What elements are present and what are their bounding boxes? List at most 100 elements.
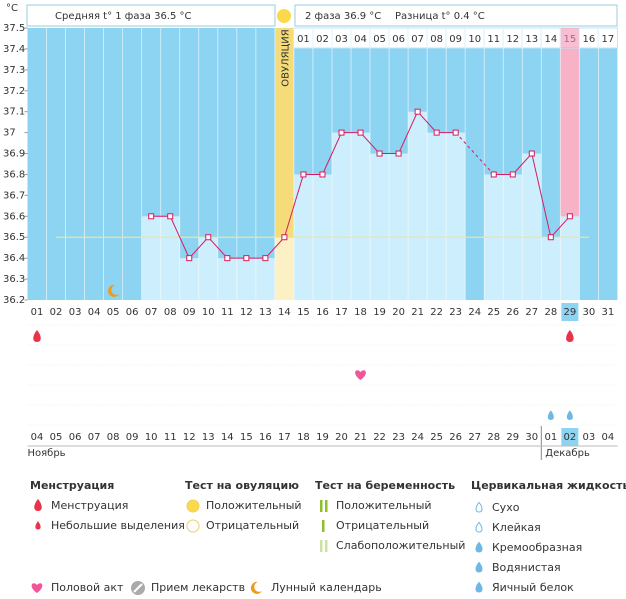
legend-title: Тест на овуляцию (185, 479, 299, 492)
summary-text: Разница t° 0.4 °С (395, 11, 485, 22)
x-tick-label: 15 (297, 307, 310, 318)
date-label: 17 (278, 432, 291, 443)
y-tick-label: 36.6 (3, 211, 25, 222)
legend-title: Менструация (30, 479, 114, 492)
post-ovulation-day: 05 (373, 34, 386, 45)
legend-item: Клейкая (492, 521, 541, 534)
day-cell-hl (560, 28, 580, 48)
legend-icon (250, 581, 262, 594)
y-tick-label: 36.3 (3, 274, 25, 285)
date-label: 02 (563, 432, 576, 443)
point (547, 234, 554, 241)
legend-icon (475, 561, 483, 573)
x-tick-label: 23 (449, 307, 462, 318)
date-label: 04 (31, 432, 44, 443)
y-tick-label: 37.1 (3, 107, 25, 118)
date-label: 06 (69, 432, 82, 443)
bar (522, 153, 542, 300)
legend-icon (325, 540, 328, 552)
point (376, 150, 383, 157)
legend-item: Половой акт (51, 581, 124, 594)
legend-icon (322, 520, 325, 532)
bar (236, 258, 256, 300)
x-tick-label: 28 (544, 307, 557, 318)
point (566, 213, 573, 220)
bar (541, 237, 561, 300)
date-label: 30 (525, 432, 538, 443)
day-hl (561, 303, 579, 321)
x-tick-label: 26 (506, 307, 519, 318)
legend-item: Отрицательный (206, 519, 299, 532)
point (167, 213, 174, 220)
legend-item: Кремообразная (492, 541, 582, 554)
point (509, 171, 516, 178)
y-tick-label: 36.8 (3, 169, 25, 180)
x-tick-label: 10 (202, 307, 215, 318)
point (433, 129, 440, 136)
point (357, 129, 364, 136)
x-tick-label: 16 (316, 307, 329, 318)
legend-icon (475, 581, 483, 593)
post-ovulation-day: 01 (297, 34, 310, 45)
post-ovulation-day: 12 (506, 34, 519, 45)
y-tick-label: 36.9 (3, 149, 25, 160)
post-ovulation-day: 07 (411, 34, 424, 45)
point (395, 150, 402, 157)
ovulation-icon (277, 9, 291, 23)
cervical-icon (547, 410, 554, 420)
post-ovulation-day: 11 (487, 34, 500, 45)
y-tick-label: 36.5 (3, 232, 25, 243)
month-label: Ноябрь (28, 448, 66, 459)
legend-icon (133, 583, 143, 593)
y-tick-label: 36.4 (3, 253, 25, 264)
legend-item: Прием лекарств (151, 581, 245, 594)
date-label: 22 (373, 432, 386, 443)
date-label: 14 (221, 432, 234, 443)
x-tick-label: 12 (240, 307, 253, 318)
x-tick-label: 13 (259, 307, 272, 318)
x-tick-label: 08 (164, 307, 177, 318)
date-label: 10 (145, 432, 158, 443)
point (148, 213, 155, 220)
x-tick-label: 22 (430, 307, 443, 318)
date-label: 01 (544, 432, 557, 443)
bar (179, 258, 199, 300)
legend-item: Водянистая (492, 561, 561, 574)
x-tick-label: 29 (563, 307, 576, 318)
legend-item: Положительный (336, 499, 432, 512)
post-ovulation-day: 04 (354, 34, 367, 45)
post-ovulation-day: 16 (583, 34, 596, 45)
ovulation-label: ОВУЛЯЦИЯ (280, 29, 291, 87)
intercourse-icon (355, 370, 366, 380)
date-label: 11 (164, 432, 177, 443)
x-tick-label: 04 (88, 307, 101, 318)
date-label: 16 (259, 432, 272, 443)
date-label: 13 (202, 432, 215, 443)
date-label: 27 (468, 432, 481, 443)
legend-icon (325, 500, 328, 512)
legend-item: Лунный календарь (271, 581, 382, 594)
summary-text: 2 фаза 36.9 °С (305, 11, 381, 22)
post-ovulation-day: 08 (430, 34, 443, 45)
legend-icon (475, 521, 483, 533)
bar (560, 216, 580, 300)
point (262, 255, 269, 262)
date-label: 15 (240, 432, 253, 443)
date-hl (561, 428, 579, 446)
date-label: 20 (335, 432, 348, 443)
y-tick-label: 37.2 (3, 86, 25, 97)
x-tick-label: 02 (50, 307, 63, 318)
legend-item: Слабоположительный (336, 539, 465, 552)
post-ovulation-day: 09 (449, 34, 462, 45)
post-ovulation-day: 14 (544, 34, 557, 45)
x-tick-label: 19 (373, 307, 386, 318)
y-tick-label: 37 (3, 128, 16, 139)
point (338, 129, 345, 136)
moon-icon (108, 284, 120, 297)
post-ovulation-day: 02 (316, 34, 329, 45)
legend-item: Положительный (206, 499, 302, 512)
legend-icon (34, 499, 42, 511)
bar (370, 153, 390, 300)
date-label: 28 (487, 432, 500, 443)
point (319, 171, 326, 178)
